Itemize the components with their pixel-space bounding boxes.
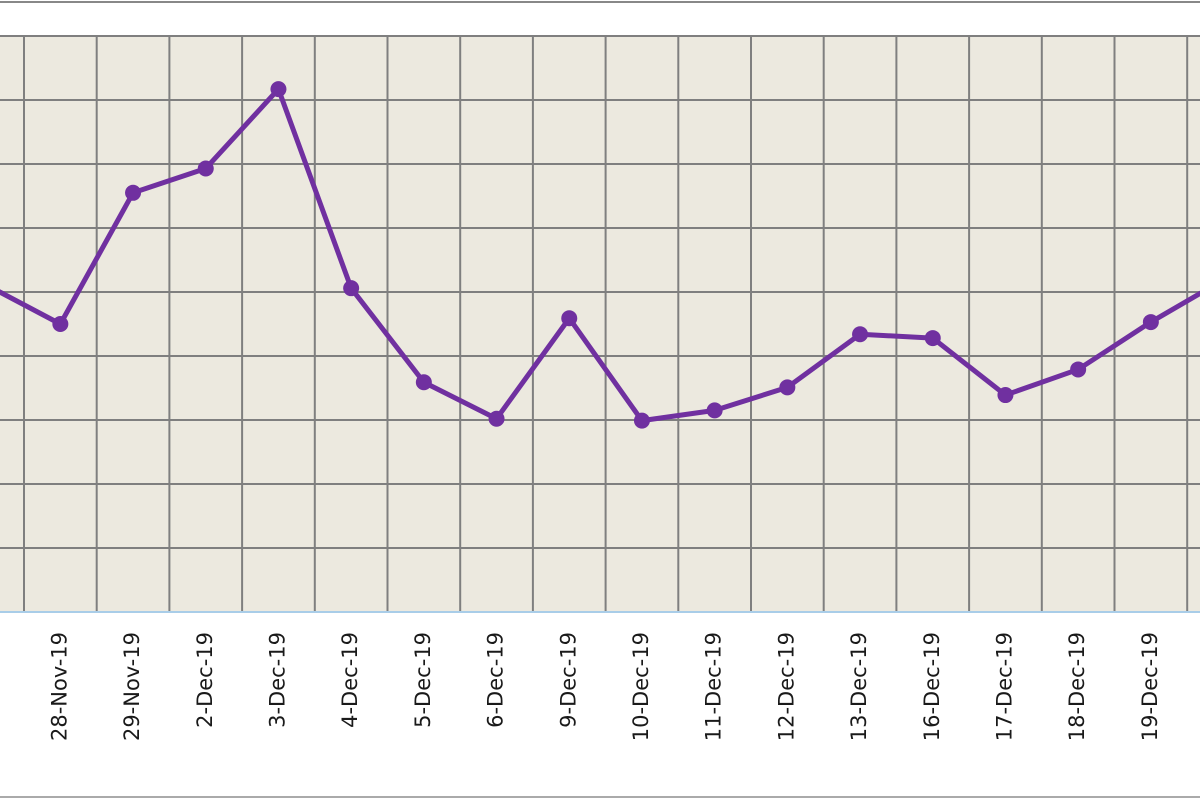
x-tick-label: 28-Nov-19 [47, 632, 71, 741]
x-tick-label: 9-Dec-19 [556, 632, 580, 728]
x-tick-label: 12-Dec-19 [774, 632, 798, 741]
data-point [125, 184, 142, 201]
data-point [270, 81, 287, 98]
x-tick-label: 13-Dec-19 [847, 632, 871, 741]
data-point [561, 310, 578, 327]
x-tick-label: 5-Dec-19 [411, 632, 435, 728]
data-point [343, 280, 360, 297]
data-point [852, 326, 869, 343]
x-tick-label: 10-Dec-19 [629, 632, 653, 741]
data-point [52, 316, 69, 332]
x-tick-label: 17-Dec-19 [992, 632, 1016, 741]
data-point [997, 387, 1014, 404]
plot-area [0, 36, 1200, 612]
data-line [0, 86, 1200, 424]
data-point [706, 402, 723, 419]
x-tick-label: 3-Dec-19 [265, 632, 289, 728]
x-tick-label: 19-Dec-19 [1138, 632, 1162, 741]
data-point [488, 410, 505, 427]
x-tick-label: 4-Dec-19 [338, 632, 362, 728]
data-point [197, 160, 214, 177]
data-point [415, 374, 432, 391]
data-point [924, 330, 941, 347]
data-point [779, 379, 796, 396]
data-point [1142, 314, 1159, 331]
x-tick-label: 18-Dec-19 [1065, 632, 1089, 741]
x-tick-label: 11-Dec-19 [702, 632, 726, 741]
x-tick-label: 2-Dec-19 [193, 632, 217, 728]
data-point [1070, 361, 1087, 378]
data-point [633, 412, 650, 429]
x-tick-label: 6-Dec-19 [484, 632, 508, 728]
x-tick-label: 29-Nov-19 [120, 632, 144, 741]
x-tick-label: 16-Dec-19 [920, 632, 944, 741]
